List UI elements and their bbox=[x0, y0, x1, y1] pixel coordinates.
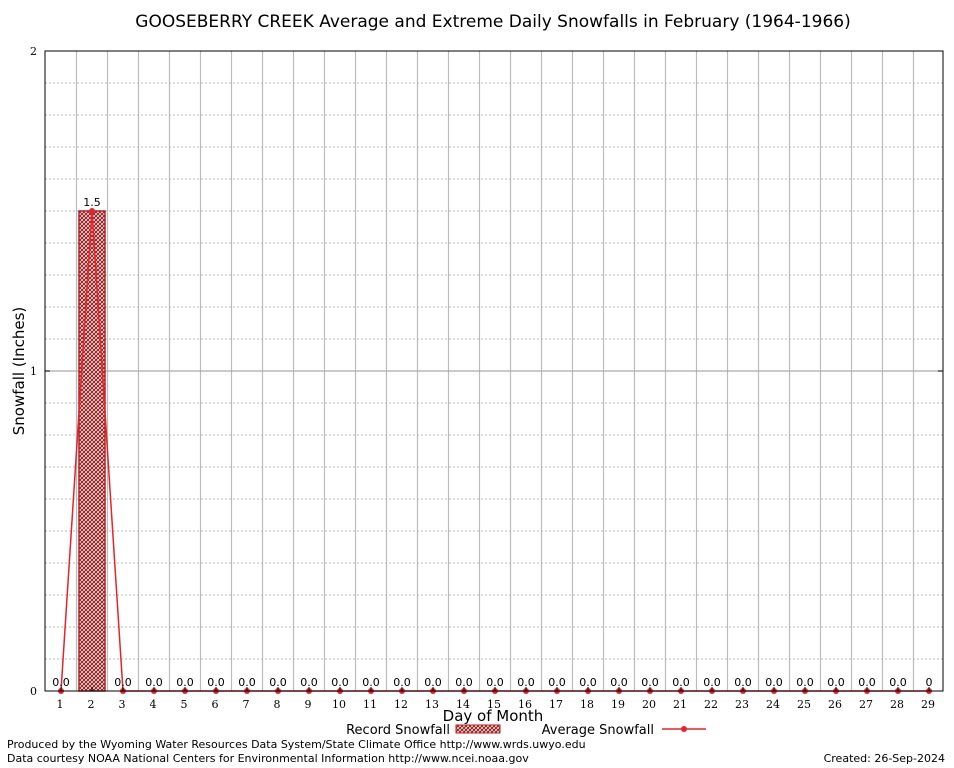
x-tick-label: 22 bbox=[704, 698, 718, 711]
x-tick-labels: 1 2 3 4 5 6 7 8 9 10 11 12 13 14 15 16 17 18 19 20 21 22 23 24 2… bbox=[57, 687, 935, 711]
x-tick-label: 24 bbox=[766, 698, 780, 711]
data-label: 0.0 bbox=[517, 676, 535, 689]
x-axis-label: Day of Month bbox=[443, 707, 544, 725]
data-label: 0.0 bbox=[486, 676, 504, 689]
x-tick-label: 12 bbox=[394, 698, 408, 711]
x-tick-label: 26 bbox=[828, 698, 842, 711]
x-tick-label: 17 bbox=[549, 698, 563, 711]
y-tick-label: 0 bbox=[30, 685, 37, 698]
x-tick-label: 25 bbox=[797, 698, 811, 711]
record-bar bbox=[78, 210, 106, 692]
x-tick-label: 3 bbox=[119, 698, 126, 711]
data-label: 0.0 bbox=[703, 676, 721, 689]
data-label: 0.0 bbox=[300, 676, 318, 689]
x-tick-label: 19 bbox=[611, 698, 625, 711]
data-label: 0.0 bbox=[827, 676, 845, 689]
data-label: 0.0 bbox=[176, 676, 194, 689]
x-tick-label: 18 bbox=[580, 698, 594, 711]
data-label: 0.0 bbox=[145, 676, 163, 689]
data-label: 0.0 bbox=[548, 676, 566, 689]
data-label: 0.0 bbox=[393, 676, 411, 689]
y-tick-label: 1 bbox=[30, 365, 37, 378]
legend: Record Snowfall Average Snowfall bbox=[346, 723, 706, 738]
data-label: 0.0 bbox=[765, 676, 783, 689]
data-label: 0.0 bbox=[238, 676, 256, 689]
average-line-layer bbox=[58, 208, 932, 694]
chart-title: GOOSEBERRY CREEK Average and Extreme Dai… bbox=[135, 12, 850, 32]
x-tick-label: 28 bbox=[890, 698, 904, 711]
average-line bbox=[60, 210, 929, 692]
footer-created: Created: 26-Sep-2024 bbox=[824, 752, 945, 765]
y-tick-labels: 0 1 2 bbox=[30, 45, 943, 698]
data-label: 0.0 bbox=[362, 676, 380, 689]
legend-label-record: Record Snowfall bbox=[346, 723, 450, 738]
x-tick-label: 20 bbox=[642, 698, 656, 711]
data-label: 0.0 bbox=[734, 676, 752, 689]
x-tick-label: 8 bbox=[274, 698, 281, 711]
data-labels-layer: 0.0 1.5 0.0 0.0 0.0 0.0 0.0 0.0 0.0 0.0 0.0 0.0 0.0 0… bbox=[52, 196, 932, 689]
data-label: 0.0 bbox=[641, 676, 659, 689]
x-tick-label: 9 bbox=[305, 698, 312, 711]
x-tick-label: 1 bbox=[57, 698, 64, 711]
data-label: 0.0 bbox=[331, 676, 349, 689]
x-tick-label: 15 bbox=[487, 698, 501, 711]
x-tick-label: 11 bbox=[363, 698, 377, 711]
legend-label-average: Average Snowfall bbox=[542, 723, 654, 738]
data-label: 1.5 bbox=[83, 196, 101, 209]
x-tick-label: 7 bbox=[243, 698, 250, 711]
footer-produced-by: Produced by the Wyoming Water Resources … bbox=[7, 738, 586, 751]
data-label: 0.0 bbox=[269, 676, 287, 689]
x-tick-label: 29 bbox=[921, 698, 935, 711]
x-tick-label: 23 bbox=[735, 698, 749, 711]
data-label: 0.0 bbox=[889, 676, 907, 689]
data-label: 0 bbox=[926, 676, 933, 689]
bars-layer bbox=[78, 210, 106, 692]
x-tick-label: 14 bbox=[456, 698, 470, 711]
data-label: 0.0 bbox=[796, 676, 814, 689]
data-label: 0.0 bbox=[858, 676, 876, 689]
data-label: 0.0 bbox=[114, 676, 132, 689]
grid-lines bbox=[45, 51, 943, 691]
x-tick-label: 6 bbox=[212, 698, 219, 711]
data-label: 0.0 bbox=[672, 676, 690, 689]
legend-swatch-record bbox=[455, 724, 501, 734]
x-tick-label: 4 bbox=[150, 698, 157, 711]
y-tick-label: 2 bbox=[30, 45, 37, 58]
data-label: 0.0 bbox=[579, 676, 597, 689]
x-tick-label: 5 bbox=[181, 698, 188, 711]
x-tick-label: 21 bbox=[673, 698, 687, 711]
y-axis-label: Snowfall (Inches) bbox=[10, 307, 28, 435]
legend-marker-average bbox=[681, 726, 687, 732]
data-label: 0.0 bbox=[424, 676, 442, 689]
x-tick-label: 16 bbox=[518, 698, 532, 711]
data-label: 0.0 bbox=[52, 676, 70, 689]
footer-data-courtesy: Data courtesy NOAA National Centers for … bbox=[7, 752, 529, 765]
data-label: 0.0 bbox=[207, 676, 225, 689]
average-point bbox=[89, 208, 95, 214]
data-label: 0.0 bbox=[610, 676, 628, 689]
x-tick-label: 27 bbox=[859, 698, 873, 711]
data-label: 0.0 bbox=[455, 676, 473, 689]
x-tick-label: 13 bbox=[425, 698, 439, 711]
x-tick-label: 2 bbox=[88, 698, 95, 711]
x-tick-label: 10 bbox=[332, 698, 346, 711]
